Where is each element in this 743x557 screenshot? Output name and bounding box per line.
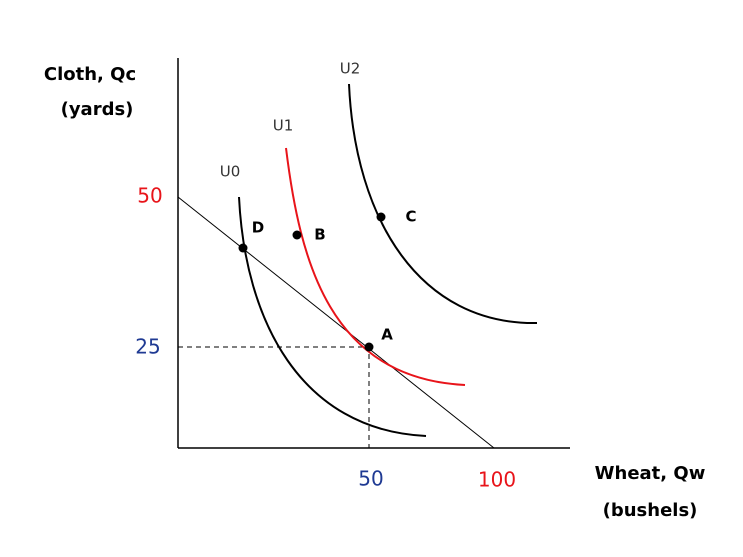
point-label: A [381,326,393,344]
curve-u0 [238,196,427,437]
point [238,243,248,253]
curve-label: U0 [220,163,241,181]
y-tick-label: 50 [137,184,162,208]
curve-label: U2 [340,60,361,78]
point-label: C [405,208,416,226]
curve-u2 [348,83,538,325]
x-axis-title: Wheat, Qw [595,463,706,484]
x-tick-label: 50 [358,467,383,491]
budget-line [177,196,495,449]
x-tick-label: 100 [478,468,516,492]
point [376,212,386,222]
point-label: D [252,219,264,237]
y-axis-title: (yards) [61,99,134,120]
point [364,342,374,352]
x-axis-title: (bushels) [603,500,698,521]
y-axis-title: Cloth, Qc [44,64,136,85]
y-tick-label: 25 [135,335,160,359]
curve-label: U1 [273,117,294,135]
point-label: B [314,226,325,244]
dashed-guide [178,346,370,448]
point [292,230,302,240]
curve-u1 [285,147,466,386]
